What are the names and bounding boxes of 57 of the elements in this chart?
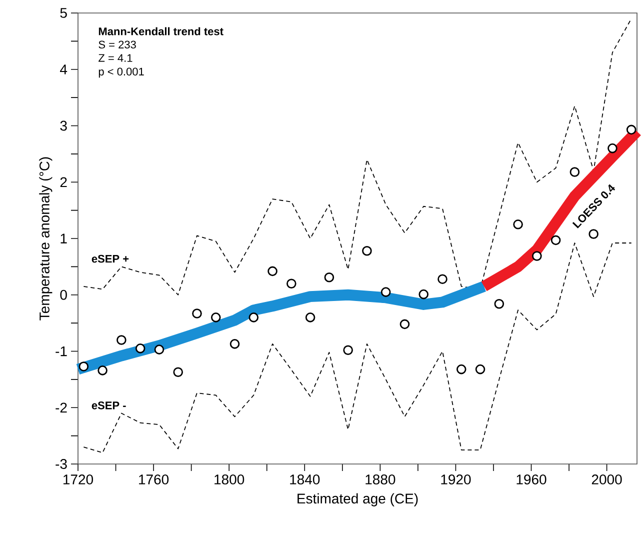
point (135, 344, 146, 354)
point (286, 278, 296, 288)
annotation: Z = 4.1 (98, 54, 132, 62)
y-tick-label: 3 (60, 120, 67, 131)
x-tick-label: 1920 (441, 474, 471, 484)
point (513, 220, 523, 230)
point (532, 251, 542, 261)
point (230, 339, 240, 349)
point (362, 246, 372, 256)
point (154, 344, 164, 354)
y-tick-label: 2 (60, 177, 67, 188)
point (475, 364, 486, 374)
x-tick-label: 1880 (366, 474, 396, 484)
line-series (83, 18, 632, 296)
point (192, 308, 202, 318)
point (248, 312, 259, 322)
point (98, 366, 108, 376)
y-axis-title: Temperature anomaly (°C) (39, 157, 52, 320)
x-tick-label: 1720 (63, 474, 94, 484)
y-tick-label: -3 (56, 459, 67, 469)
x-tick-label: 1800 (214, 474, 244, 484)
x-tick-label: 1960 (516, 474, 546, 484)
point (268, 266, 278, 276)
annotation: p < 0.001 (98, 68, 144, 78)
line-series (83, 242, 632, 454)
point (494, 298, 504, 309)
point (380, 287, 391, 297)
point (324, 272, 334, 282)
x-tick-label: 1760 (139, 474, 169, 484)
point (343, 345, 353, 356)
point (418, 289, 429, 300)
x-tick-label: 1840 (290, 474, 320, 484)
point (305, 312, 316, 322)
y-tick-label: -1 (56, 346, 67, 356)
series-label: eSEP - (92, 402, 126, 410)
point (588, 229, 598, 239)
point (608, 143, 618, 154)
point (116, 335, 126, 345)
point (210, 312, 221, 322)
point (173, 367, 183, 378)
point (438, 274, 448, 284)
y-tick-label: 4 (60, 64, 68, 74)
point (456, 364, 466, 374)
annotation: Mann-Kendall trend test (98, 27, 224, 36)
point (550, 235, 561, 246)
point (400, 319, 410, 330)
point (78, 362, 89, 372)
y-tick-label: 5 (60, 8, 67, 18)
series-label: eSEP + (92, 254, 129, 263)
y-tick-label: 1 (60, 234, 67, 244)
x-tick-label: 2000 (592, 474, 622, 484)
y-tick-label: 0 (60, 290, 67, 300)
point (570, 167, 580, 177)
y-tick-label: -2 (56, 402, 67, 413)
annotation: S = 233 (98, 40, 136, 48)
x-axis-title: Estimated age (CE) (298, 493, 418, 506)
point (626, 124, 636, 135)
